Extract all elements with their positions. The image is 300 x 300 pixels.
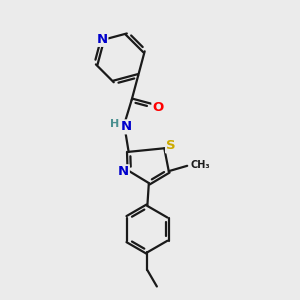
Text: N: N: [121, 120, 132, 134]
Text: N: N: [96, 33, 107, 46]
Text: S: S: [166, 140, 175, 152]
Text: H: H: [110, 119, 119, 129]
Text: O: O: [152, 101, 164, 114]
Text: CH₃: CH₃: [191, 160, 210, 170]
Text: N: N: [118, 165, 129, 178]
